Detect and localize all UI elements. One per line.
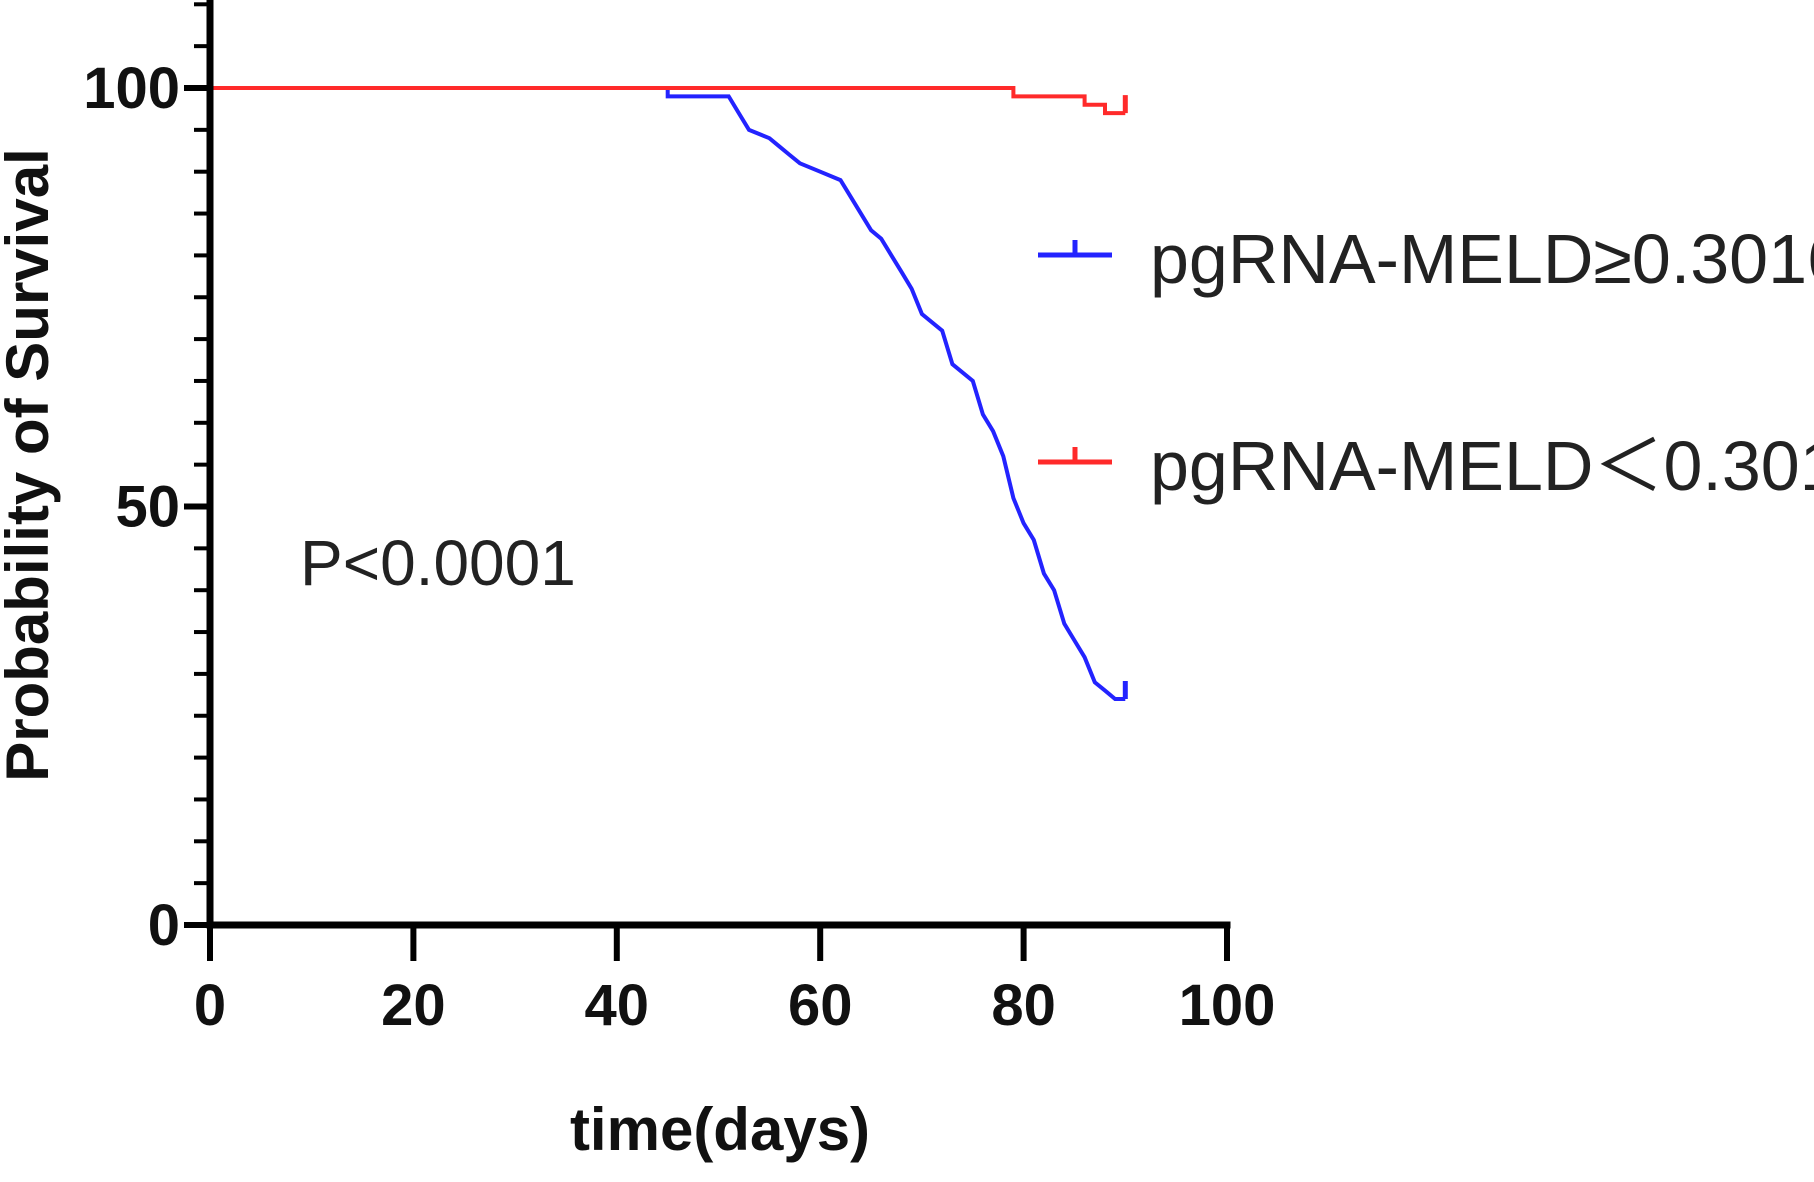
legend-item-low: pgRNA-MELD＜0.301679 [1038, 427, 1814, 505]
x-tick-label: 20 [381, 973, 446, 1038]
x-axis-title: time(days) [570, 1096, 870, 1163]
x-tick-label: 100 [1179, 973, 1276, 1038]
legend-label-high: pgRNA-MELD≥0.301679 [1150, 220, 1814, 298]
y-tick-label: 100 [83, 56, 180, 121]
axes [206, 0, 1231, 929]
series-line-1 [210, 86, 1126, 116]
plot-lines [210, 86, 1128, 701]
x-tick-label: 80 [991, 973, 1056, 1038]
ticks: 0 20 40 60 80 100 0 50 100 [83, 2, 1276, 1038]
legend-item-high: pgRNA-MELD≥0.301679 [1038, 220, 1814, 298]
legend: pgRNA-MELD≥0.301679 pgRNA-MELD＜0.301679 [1038, 220, 1814, 505]
y-axis-title: Probability of Survival [0, 148, 61, 782]
y-tick-label: 50 [115, 475, 180, 540]
series-line-0 [210, 86, 1126, 701]
p-value-annotation: P<0.0001 [300, 527, 576, 599]
legend-label-low: pgRNA-MELD＜0.301679 [1150, 427, 1814, 505]
y-tick-label: 0 [148, 893, 180, 958]
x-tick-label: 40 [585, 973, 650, 1038]
x-tick-label: 0 [194, 973, 226, 1038]
x-tick-label: 60 [788, 973, 853, 1038]
